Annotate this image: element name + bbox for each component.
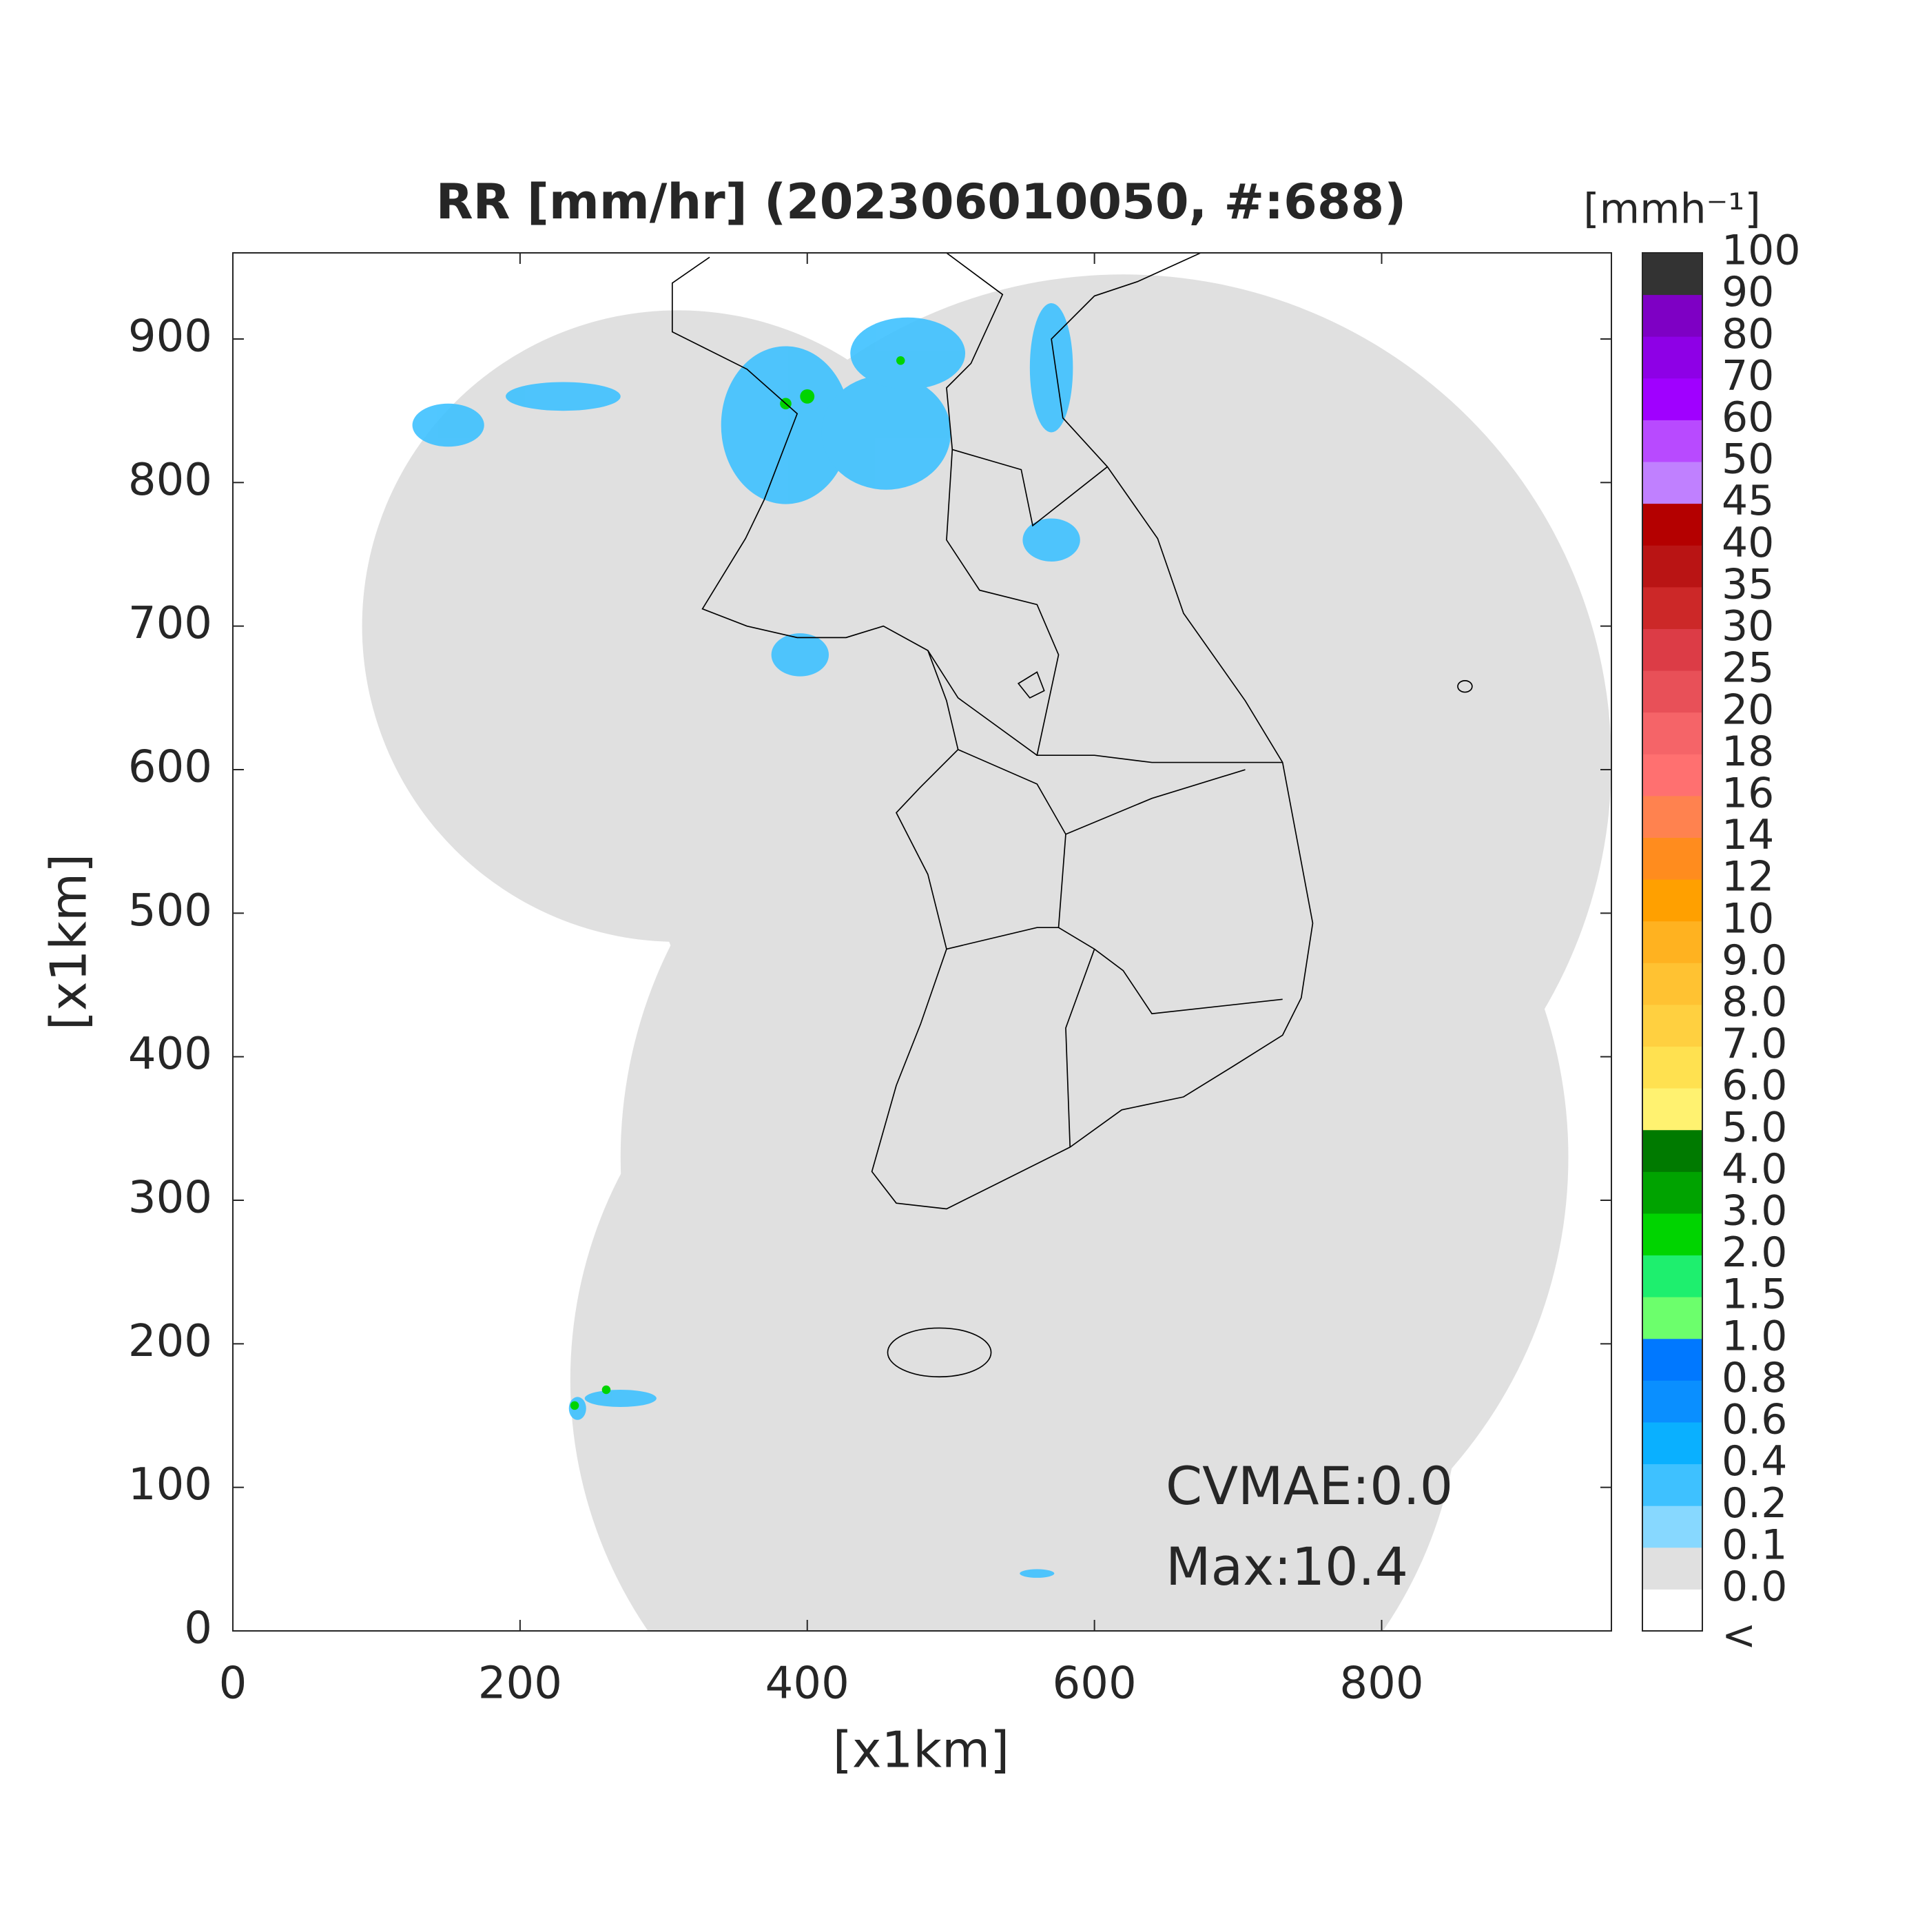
colorbar-tick-label: < xyxy=(1722,1612,1756,1660)
colorbar-box xyxy=(1642,586,1702,629)
y-tick-label: 400 xyxy=(128,1029,212,1080)
colorbar-box xyxy=(1642,1505,1702,1548)
colorbar-box xyxy=(1642,1088,1702,1131)
colorbar-box xyxy=(1642,1213,1702,1256)
x-tick-label: 800 xyxy=(1339,1658,1423,1709)
colorbar-tick-label: 12 xyxy=(1722,853,1774,901)
colorbar-tick-label: 40 xyxy=(1722,519,1774,567)
y-tick-label: 0 xyxy=(184,1603,212,1654)
y-tick-label: 900 xyxy=(128,311,212,362)
colorbar-box xyxy=(1642,1463,1702,1506)
colorbar-box xyxy=(1642,963,1702,1005)
colorbar-box xyxy=(1642,462,1702,504)
colorbar-box xyxy=(1642,795,1702,838)
y-tick-label: 800 xyxy=(128,455,212,506)
x-tick-label: 400 xyxy=(765,1658,849,1709)
y-tick-label: 600 xyxy=(128,742,212,793)
colorbar-tick-label: 0.1 xyxy=(1722,1521,1787,1569)
coastlines xyxy=(671,253,1473,1378)
y-tick-label: 100 xyxy=(128,1459,212,1510)
colorbar-tick-label: 16 xyxy=(1722,769,1774,817)
colorbar-tick-label: 35 xyxy=(1722,560,1774,608)
colorbar-box xyxy=(1642,294,1702,337)
colorbar-box xyxy=(1642,754,1702,797)
colorbar-tick-label: 0.0 xyxy=(1722,1563,1787,1611)
colorbar-box xyxy=(1642,1338,1702,1381)
colorbar-tick-label: 60 xyxy=(1722,393,1774,442)
colorbar-tick-label: 100 xyxy=(1722,227,1801,275)
y-tick-label: 500 xyxy=(128,885,212,936)
y-axis-label: [x1km] xyxy=(40,854,98,1030)
colorbar-box xyxy=(1642,378,1702,420)
chart-title: RR [mm/hr] (202306010050, #:688) xyxy=(436,174,1407,230)
colorbar-label: [mmh⁻¹] xyxy=(1583,185,1760,234)
colorbar-box xyxy=(1642,879,1702,922)
colorbar-box xyxy=(1642,1380,1702,1423)
colorbar-box xyxy=(1642,1297,1702,1339)
colorbar-box xyxy=(1642,712,1702,754)
x-tick-label: 200 xyxy=(478,1658,562,1709)
colorbar-box xyxy=(1642,253,1702,296)
colorbar-tick-label: 25 xyxy=(1722,644,1774,692)
colorbar-tick-label: 70 xyxy=(1722,351,1774,400)
colorbar-box xyxy=(1642,1421,1702,1465)
colorbar-tick-label: 18 xyxy=(1722,728,1774,776)
colorbar-tick-label: 1.5 xyxy=(1722,1271,1787,1319)
colorbar-box xyxy=(1642,670,1702,713)
map-area xyxy=(362,253,1611,1631)
colorbar-tick-label: 9.0 xyxy=(1722,936,1787,985)
colorbar-tick-label: 0.2 xyxy=(1722,1479,1787,1528)
map-layer xyxy=(362,253,1611,1631)
colorbar-box xyxy=(1642,1004,1702,1047)
plot-frame xyxy=(232,252,1612,1632)
colorbar-tick-label: 1.0 xyxy=(1722,1312,1787,1360)
colorbar-tick-label: 0.6 xyxy=(1722,1396,1787,1444)
radar-coverage xyxy=(362,274,1611,1631)
colorbar-box xyxy=(1642,837,1702,880)
colorbar-tick-label: 50 xyxy=(1722,435,1774,484)
colorbar-tick-label: 0.4 xyxy=(1722,1437,1787,1486)
colorbar-tick-label: 14 xyxy=(1722,811,1774,859)
colorbar-box xyxy=(1642,420,1702,462)
colorbar-tick-label: 7.0 xyxy=(1722,1020,1787,1068)
colorbar-tick-label: 90 xyxy=(1722,268,1774,316)
colorbar-box xyxy=(1642,1129,1702,1172)
colorbar-box xyxy=(1642,336,1702,379)
colorbar-box xyxy=(1642,628,1702,671)
colorbar-box xyxy=(1642,503,1702,546)
colorbar-tick-label: 30 xyxy=(1722,602,1774,650)
y-tick-label: 700 xyxy=(128,598,212,649)
colorbar-box xyxy=(1642,545,1702,588)
colorbar-tick-label: 10 xyxy=(1722,894,1774,943)
colorbar-frame xyxy=(1642,252,1703,1632)
y-tick-label: 300 xyxy=(128,1173,212,1224)
colorbar-tick-label: 0.8 xyxy=(1722,1354,1787,1402)
colorbar-box xyxy=(1642,1589,1702,1632)
annotation: Max:10.4 xyxy=(1166,1536,1408,1597)
colorbar-tick-label: 45 xyxy=(1722,477,1774,525)
colorbar-tick-label: 3.0 xyxy=(1722,1187,1787,1235)
colorbar-tick-label: 20 xyxy=(1722,686,1774,734)
x-tick-label: 600 xyxy=(1053,1658,1137,1709)
x-axis-label: [x1km] xyxy=(833,1721,1009,1779)
colorbar-tick-label: 6.0 xyxy=(1722,1062,1787,1110)
colorbar-tick-label: 8.0 xyxy=(1722,978,1787,1027)
colorbar-box xyxy=(1642,1171,1702,1214)
colorbar-box xyxy=(1642,1046,1702,1089)
y-tick-label: 200 xyxy=(128,1316,212,1367)
annotation: CVMAE:0.0 xyxy=(1166,1455,1453,1517)
colorbar-tick-label: 5.0 xyxy=(1722,1103,1787,1151)
x-tick-label: 0 xyxy=(219,1658,247,1709)
colorbar-tick-label: 80 xyxy=(1722,310,1774,358)
colorbar-box xyxy=(1642,1547,1702,1590)
colorbar-tick-label: 2.0 xyxy=(1722,1229,1787,1277)
colorbar-tick-label: 4.0 xyxy=(1722,1145,1787,1193)
colorbar-box xyxy=(1642,1255,1702,1297)
colorbar-box xyxy=(1642,921,1702,963)
rain-echoes xyxy=(412,302,1080,1578)
